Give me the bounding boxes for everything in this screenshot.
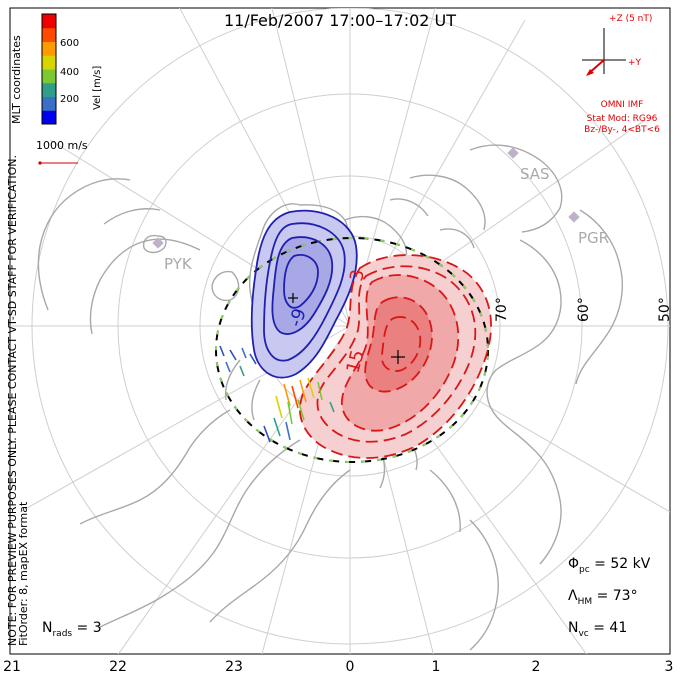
positive-contours [299, 254, 492, 459]
imf-y-label: +Y [628, 58, 642, 68]
colorbar-segment [42, 110, 56, 125]
station-label-pyk: PYK [164, 255, 193, 273]
mlt-tick: 1 [432, 659, 441, 674]
colorbar-segment [42, 55, 56, 70]
preview-notice: NOTE: FOR PREVIEW PURPOSES ONLY. PLEASE … [6, 155, 19, 646]
colorbar-segment [42, 27, 56, 42]
latitude-label-70: 70° [494, 297, 510, 322]
colorbar-segment [42, 96, 56, 111]
svg-text:ΛHM = 73°: ΛHM = 73° [568, 588, 638, 607]
imf-condition: Bz-/By-, 4<BT<6 [584, 125, 660, 135]
potential-extrema [288, 293, 405, 364]
map-title: 11/Feb/2007 17:00–17:02 UT [224, 11, 456, 30]
plot-frame [9, 7, 671, 655]
colorbar-segment [42, 14, 56, 29]
velocity-colorbar [41, 13, 57, 125]
imf-stat-mod: Stat Mod: RG96 [587, 114, 658, 124]
fit-order: FitOrder: 8, mapEX format [17, 501, 30, 646]
colorbar-segment [42, 41, 56, 56]
mlt-tick: 23 [225, 659, 243, 674]
svg-text:Nvc = 41: Nvc = 41 [568, 620, 627, 639]
mlt-tick: 22 [109, 659, 127, 674]
stat-n-vc: Nvc = 41 [568, 620, 627, 639]
colorbar-tick: 600 [60, 38, 79, 49]
stat-lambda-hm: ΛHM = 73° [568, 588, 638, 607]
colorbar-tick: 200 [60, 94, 79, 105]
latitude-label-60: 60° [576, 297, 592, 322]
station-markers [152, 147, 580, 249]
mlt-tick: 0 [346, 659, 355, 674]
scale-label: 1000 m/s [36, 139, 88, 152]
negative-contours [250, 209, 358, 379]
mlt-tick: 21 [3, 659, 21, 674]
heppner-maynard-boundary [215, 237, 489, 463]
station-label-sas: SAS [520, 165, 550, 183]
scale-vector [38, 161, 78, 165]
imf-source: OMNI IMF [601, 100, 644, 110]
colorbar-label: Vel [m/s] [92, 66, 103, 110]
contour-label-pos-small: 3 [346, 268, 369, 283]
mlt-tick: 2 [532, 659, 541, 674]
colorbar-tick: 400 [60, 67, 79, 78]
station-label-pgr: PGR [578, 229, 609, 247]
imf-z-label: +Z (5 nT) [609, 14, 652, 24]
coords-label: MLT coordinates [10, 35, 23, 124]
velocity-vectors [219, 345, 335, 443]
latitude-label-50: 50° [657, 297, 673, 322]
colorbar-segment [42, 69, 56, 84]
imf-clock [582, 28, 626, 76]
colorbar-segment [42, 82, 56, 97]
mlt-tick: 3 [665, 659, 674, 674]
